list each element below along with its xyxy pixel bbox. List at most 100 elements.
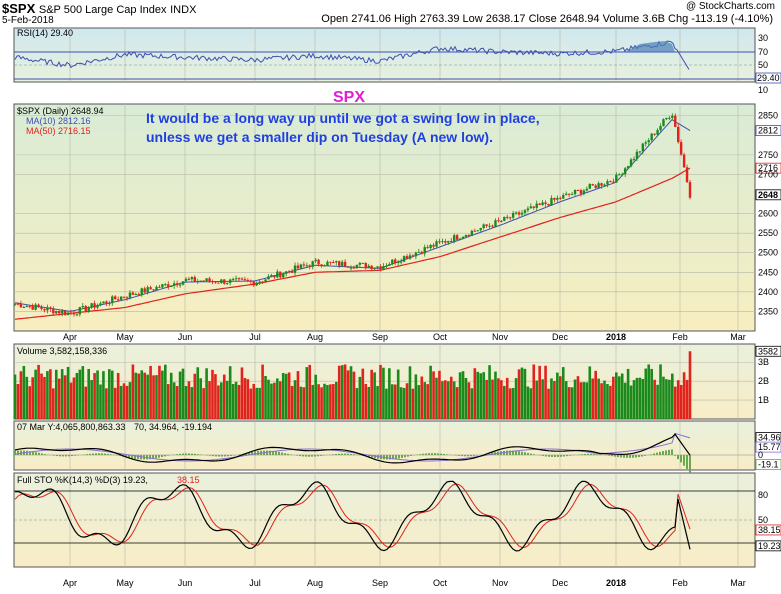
volume-bar [511,387,515,419]
macd-histogram-bar [158,455,160,458]
macd-histogram-bar [182,453,184,455]
volume-bar [464,377,468,419]
volume-bar [246,379,250,419]
candle-body [623,168,627,175]
candle-body [311,261,314,267]
volume-bar [620,373,624,419]
candle-body [473,230,477,232]
volume-bar [237,384,241,419]
x-tick-label: Oct [433,332,448,342]
volume-bar [541,379,544,419]
candle-body [161,284,164,288]
volume-bar [426,384,429,419]
x-tick-label: 2018 [606,578,626,588]
candle-body [284,271,288,274]
candle-body [340,261,344,266]
macd-histogram-bar [197,454,199,455]
volume-bar [52,388,55,419]
chart-title: $SPX S&P 500 Large Cap Index INDX [2,1,196,16]
macd-histogram-bar [53,455,55,456]
volume-bar [538,365,541,419]
volume-bar [470,388,474,419]
macd-histogram-bar [176,454,178,455]
volume-bar [523,368,527,419]
volume-tick-label: 3B [758,357,769,367]
candle-body [270,275,273,277]
volume-bar [665,379,668,419]
candle-body [22,306,26,308]
macd-histogram-bar [287,453,289,455]
macd-histogram-bar [410,455,412,456]
rsi-series [14,40,690,70]
candle-body [532,206,535,208]
volume-bar [659,364,662,419]
volume-bar [597,378,600,419]
candle-body [223,279,226,284]
volume-bar [455,387,459,419]
candle-body [579,190,583,194]
volume-bar [214,374,217,419]
candle-body [343,261,347,267]
volume-bar [564,381,568,419]
volume-bar [99,384,102,419]
volume-tick-label: 3582 [758,346,778,356]
volume-bar [243,378,247,419]
volume-bar [264,375,267,419]
candle-body [25,306,28,308]
volume-bar [612,376,615,419]
macd-legend-b: 70, 34.964, -19.194 [134,422,212,432]
candle-body [594,185,597,188]
macd-histogram-bar [650,454,652,455]
volume-bar [435,377,438,419]
candle-body [615,174,618,183]
ma50-legend: MA(50) 2716.15 [26,126,91,136]
candle-body [149,287,152,290]
price-value-box [755,162,781,174]
macd-histogram-bar [164,455,166,457]
rsi-value-box [755,72,781,84]
volume-bar [423,382,427,419]
candle-body [240,278,244,280]
volume-bar [72,377,76,419]
macd-histogram-bar [101,453,103,455]
volume-bar [202,388,205,419]
macd-tick-label: -19.1 [758,460,779,470]
candle-body [674,115,677,127]
macd-histogram-bar [677,455,679,460]
candle-body [34,304,37,310]
macd-histogram-bar [434,453,436,455]
candle-body [273,275,276,278]
candle-body [72,313,76,315]
macd-histogram-bar [368,455,370,458]
candle-body [196,280,199,282]
volume-bar [284,373,288,419]
annotation-line-1: It would be a long way up until we got a… [146,110,540,126]
candle-body [317,259,320,265]
volume-bar [211,369,214,419]
volume-bar [429,365,432,419]
macd-histogram-bar [653,453,655,455]
volume-bar [317,384,320,419]
volume-bar [561,367,565,419]
volume-bar [57,378,61,419]
macd-histogram-bar [26,450,28,455]
candle-body [600,183,603,186]
sto-value-box [755,524,781,536]
candle-body [494,220,497,227]
macd-histogram-bar [392,455,394,460]
volume-bar [137,373,141,419]
candle-body [629,159,633,167]
volume-bar [485,379,488,419]
candle-body [143,288,146,293]
candle-body [382,266,385,270]
candle-body [308,265,311,267]
volume-bar [128,382,132,419]
macd-histogram-bar [332,454,334,455]
candle-body [461,236,465,239]
volume-bar [220,382,223,419]
candle-body [90,303,93,308]
candle-body [597,183,600,188]
volume-bar [231,383,235,419]
